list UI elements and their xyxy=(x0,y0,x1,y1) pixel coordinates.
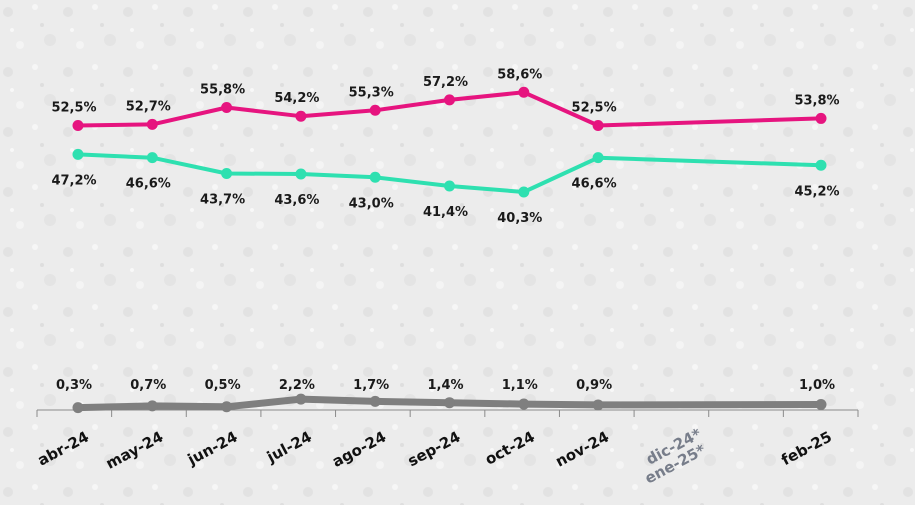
data-point xyxy=(221,401,233,413)
data-point xyxy=(815,112,827,124)
data-label: 52,7% xyxy=(126,99,171,114)
data-point xyxy=(518,186,530,198)
data-point xyxy=(72,402,84,414)
data-label: 57,2% xyxy=(423,75,468,90)
data-label: 0,5% xyxy=(205,378,241,393)
data-point xyxy=(444,94,455,106)
data-label: 40,3% xyxy=(497,211,542,226)
series-2: 0,3% 0,7% 0,5% 2,2% 1,7% 1,4% 1,1% 0,9% 1,0% xyxy=(56,378,835,414)
data-label: 43,6% xyxy=(274,193,319,208)
data-label: 43,0% xyxy=(349,196,394,211)
data-point xyxy=(221,167,233,179)
data-label: 45,2% xyxy=(794,184,839,199)
data-label: 2,2% xyxy=(279,378,315,393)
data-label: 55,8% xyxy=(200,83,245,98)
data-point xyxy=(815,399,827,410)
data-label: 46,6% xyxy=(572,177,617,192)
series-layer: 52,5% 52,7% 55,8% 54,2% 55,3% 57,2% 58,6% 52,5%… xyxy=(51,67,840,414)
data-point xyxy=(295,168,307,180)
data-point xyxy=(815,159,827,171)
data-label: 47,2% xyxy=(51,173,96,188)
data-point xyxy=(592,152,604,164)
data-label: 52,5% xyxy=(51,101,96,116)
series-0: 52,5% 52,7% 55,8% 54,2% 55,3% 57,2% 58,6% 52,5%… xyxy=(51,67,840,132)
data-label: 53,8% xyxy=(794,93,839,108)
data-point xyxy=(146,118,158,130)
data-label: 1,7% xyxy=(353,378,389,393)
data-point xyxy=(72,120,84,132)
data-point xyxy=(518,86,530,98)
data-point xyxy=(221,102,233,114)
data-label: 46,6% xyxy=(126,177,171,192)
data-label: 0,7% xyxy=(130,378,166,393)
data-label: 1,4% xyxy=(427,378,463,393)
data-point xyxy=(146,152,158,164)
data-label: 41,4% xyxy=(423,205,468,220)
data-label: 54,2% xyxy=(274,91,319,106)
data-point xyxy=(369,171,381,183)
series-1: 47,2% 46,6% 43,7% 43,6% 43,0% 41,4% 40,3% 46,6%… xyxy=(51,148,840,226)
data-label: 1,1% xyxy=(502,378,538,393)
data-label: 43,7% xyxy=(200,192,245,207)
data-point xyxy=(295,393,307,405)
data-point xyxy=(592,120,604,132)
data-point xyxy=(592,399,604,411)
data-point xyxy=(444,397,455,409)
data-point xyxy=(146,400,158,412)
data-label: 0,9% xyxy=(576,378,612,393)
data-point xyxy=(369,104,381,116)
data-label: 1,0% xyxy=(799,378,835,393)
x-axis-tick-marks xyxy=(36,410,859,417)
data-point xyxy=(518,398,530,410)
data-label: 0,3% xyxy=(56,378,92,393)
data-label: 52,5% xyxy=(572,101,617,116)
data-point xyxy=(72,148,84,160)
data-label: 55,3% xyxy=(349,85,394,100)
data-point xyxy=(444,180,455,192)
data-label: 58,6% xyxy=(497,67,542,82)
data-point xyxy=(295,110,307,122)
data-point xyxy=(369,395,381,407)
